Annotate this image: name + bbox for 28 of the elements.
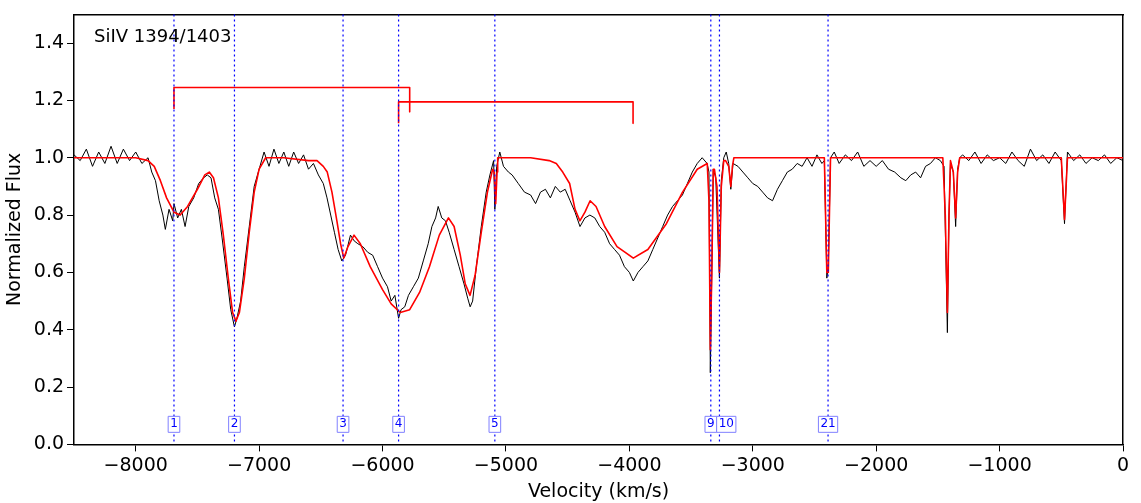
x-tick-label: −6000 xyxy=(350,452,415,475)
y-tick-label: 0.4 xyxy=(33,316,65,339)
annotation: 4 xyxy=(394,416,403,431)
annotation: 3 xyxy=(339,416,347,431)
annotation: 1 xyxy=(170,416,178,431)
x-tick-label: −8000 xyxy=(103,452,168,475)
x-tick-label: −7000 xyxy=(226,452,292,475)
x-tick-label: −4000 xyxy=(597,452,662,475)
y-tick-label: 1.4 xyxy=(33,30,65,52)
annotation: 10 xyxy=(718,416,734,431)
annotation: 9 xyxy=(706,416,715,431)
x-tick-label: 0 xyxy=(1116,452,1130,475)
y-axis-title: Normalized Flux xyxy=(2,152,25,307)
annotation: 5 xyxy=(491,416,499,431)
x-tick-label: −3000 xyxy=(720,452,785,475)
x-axis-title: Velocity (km/s) xyxy=(527,478,670,501)
y-tick-label: 0.8 xyxy=(33,202,65,224)
x-tick-label: −1000 xyxy=(967,452,1032,475)
x-tick-label: −2000 xyxy=(844,452,909,475)
x-tick-label: −5000 xyxy=(473,452,539,475)
annotation: 2 xyxy=(230,416,239,431)
y-tick-label: 0.0 xyxy=(33,431,65,454)
y-tick-label: 0.2 xyxy=(33,374,65,396)
y-tick-label: 1.0 xyxy=(33,144,65,167)
y-tick-label: 1.2 xyxy=(33,87,65,110)
annotation: SiIV 1394/1403 xyxy=(94,25,232,47)
y-tick-label: 0.6 xyxy=(33,259,65,282)
annotation: 21 xyxy=(820,416,836,431)
